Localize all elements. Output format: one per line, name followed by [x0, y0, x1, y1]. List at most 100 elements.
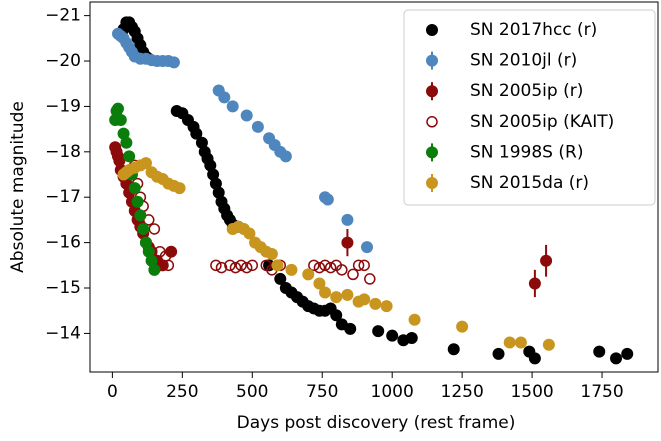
y-tick-label: −15	[45, 278, 81, 298]
series	[109, 102, 161, 276]
data-point	[173, 182, 186, 195]
plot-frame	[89, 1, 659, 373]
y-tick-label: −20	[45, 51, 81, 71]
data-point	[528, 277, 541, 290]
data-point	[593, 345, 606, 358]
series	[111, 27, 374, 254]
data-point	[251, 120, 264, 133]
legend: SN 2017hcc (r) SN 2010jl (r) SN 2005ip (r)…	[403, 9, 656, 206]
data-point	[321, 193, 334, 206]
x-tick-label: 750	[306, 382, 338, 402]
y-axis-label: Absolute magnitude	[8, 101, 28, 273]
data-point	[224, 259, 236, 272]
data-point	[204, 159, 217, 172]
data-point	[142, 245, 155, 258]
data-point	[380, 300, 393, 313]
data-point	[246, 259, 259, 272]
data-point	[207, 168, 220, 181]
data-point	[352, 259, 365, 272]
data-point	[240, 109, 253, 122]
data-point	[358, 259, 370, 272]
x-tick-label: 1250	[441, 382, 484, 402]
y-tick-label: −16	[45, 233, 81, 253]
data-point	[113, 154, 126, 167]
data-point	[319, 259, 331, 272]
data-point	[162, 259, 175, 272]
series	[117, 16, 634, 365]
y-tick-label: −21	[45, 6, 81, 26]
data-point	[361, 241, 374, 254]
data-point	[139, 236, 152, 249]
data-point	[114, 114, 127, 127]
data-point	[330, 291, 343, 304]
data-point	[165, 245, 178, 258]
data-point	[540, 254, 553, 267]
data-point	[341, 288, 354, 301]
data-point	[324, 261, 337, 274]
data-point	[111, 102, 124, 115]
legend-marker	[426, 24, 438, 36]
y-tick-label: −19	[45, 96, 81, 116]
y-tick-label: −17	[45, 187, 81, 207]
x-tick-label: 1000	[371, 382, 414, 402]
data-point	[285, 263, 298, 276]
data-point	[386, 329, 399, 342]
legend-marker	[426, 177, 438, 189]
data-point	[514, 336, 527, 349]
legend-marker	[426, 54, 438, 67]
data-point	[226, 100, 239, 113]
legend-label: SN 1998S (R)	[470, 142, 583, 162]
data-point	[243, 227, 256, 240]
y-tick-label: −18	[45, 142, 81, 162]
data-point	[148, 223, 161, 235]
data-point	[117, 127, 130, 140]
data-point	[229, 261, 242, 274]
data-point	[341, 213, 354, 226]
data-point	[456, 320, 469, 333]
data-point	[265, 247, 278, 260]
x-tick-label: 1500	[510, 382, 553, 402]
x-tick-label: 1750	[580, 382, 623, 402]
data-point	[610, 352, 623, 365]
data-point	[364, 273, 376, 285]
data-point	[347, 268, 359, 281]
data-point	[240, 261, 253, 274]
x-tick-label: 0	[107, 382, 118, 402]
data-point	[218, 91, 231, 104]
data-point	[336, 264, 348, 276]
legend-label: SN 2005ip (KAIT)	[470, 112, 614, 132]
legend-marker	[426, 146, 438, 159]
data-point	[120, 136, 133, 149]
data-point	[528, 352, 541, 365]
data-point	[145, 254, 158, 267]
data-point	[190, 127, 203, 140]
data-point	[341, 236, 354, 249]
data-point	[344, 322, 357, 335]
legend-box	[403, 9, 656, 206]
x-tick-label: 250	[166, 382, 198, 402]
data-point	[302, 268, 315, 281]
data-point	[139, 157, 152, 170]
legend-label: SN 2017hcc (r)	[470, 20, 597, 40]
legend-label: SN 2005ip (r)	[470, 81, 583, 101]
data-point	[308, 259, 320, 272]
data-point	[212, 186, 225, 199]
data-point	[274, 272, 287, 285]
data-point	[408, 313, 421, 326]
data-point	[313, 261, 326, 274]
data-point	[405, 331, 418, 344]
legend-label: SN 2015da (r)	[470, 173, 589, 193]
data-point	[358, 293, 371, 306]
data-point	[210, 259, 222, 272]
data-point	[503, 336, 516, 349]
data-point	[137, 222, 150, 235]
data-point	[131, 195, 144, 208]
data-point	[215, 261, 228, 274]
data-point	[134, 209, 147, 222]
data-point	[492, 347, 505, 360]
data-point	[447, 343, 460, 356]
data-point	[123, 150, 136, 163]
data-point	[330, 309, 343, 322]
